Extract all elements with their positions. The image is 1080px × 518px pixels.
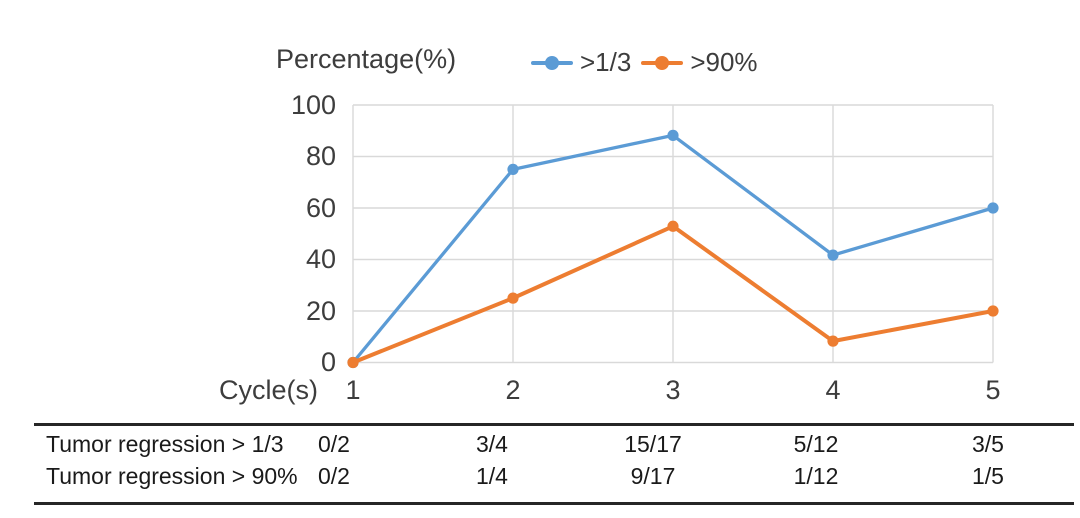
x-tick-label: 4: [825, 375, 841, 405]
table-bottom-rule: [34, 502, 1074, 505]
y-tick-label: 0: [320, 347, 336, 377]
x-tick-label: 1: [345, 375, 361, 405]
table-cell: 0/2: [318, 431, 350, 457]
x-tick-label: 2: [505, 375, 521, 405]
table-cell: 5/12: [793, 431, 839, 457]
table-cell: 1/12: [793, 463, 839, 489]
table-cell: 3/4: [476, 431, 508, 457]
table-cell: 3/5: [972, 431, 1004, 457]
table-row-label: Tumor regression > 90%: [46, 463, 298, 489]
data-point: [667, 220, 679, 232]
legend-item-gt-90pct: >90%: [641, 47, 758, 78]
legend-line-marker-icon: [641, 55, 684, 70]
data-point: [987, 202, 999, 214]
table-cell: 9/17: [630, 463, 676, 489]
legend-line-marker-icon: [531, 55, 573, 70]
y-tick-label: 100: [290, 89, 336, 120]
plot-area: [347, 104, 999, 369]
y-tick-label: 80: [305, 141, 336, 171]
legend-label: >1/3: [580, 47, 632, 77]
legend: >1/3 >90%: [531, 47, 758, 78]
data-point: [987, 305, 999, 317]
data-point: [507, 163, 519, 175]
data-point: [827, 335, 839, 347]
x-axis-title: Cycle(s): [219, 375, 318, 405]
y-tick-label: 60: [305, 192, 336, 223]
data-point: [347, 356, 359, 369]
legend-label: >90%: [690, 47, 758, 77]
data-point: [827, 249, 839, 261]
table-cell: 1/4: [476, 463, 508, 489]
y-tick-label: 20: [305, 295, 336, 326]
data-point: [667, 129, 679, 141]
y-tick-label: 40: [305, 244, 336, 274]
y-axis-title: Percentage(%): [276, 44, 457, 74]
table-row-label: Tumor regression > 1/3: [46, 431, 284, 457]
legend-item-gt-one-third: >1/3: [531, 47, 631, 78]
x-tick-label: 3: [665, 375, 681, 405]
table-top-rule: [34, 423, 1074, 426]
table-cell: 0/2: [318, 463, 350, 489]
x-tick-label: 5: [985, 375, 1001, 405]
data-point: [507, 292, 519, 304]
table-cell: 1/5: [972, 463, 1004, 489]
table-cell: 15/17: [624, 431, 682, 457]
